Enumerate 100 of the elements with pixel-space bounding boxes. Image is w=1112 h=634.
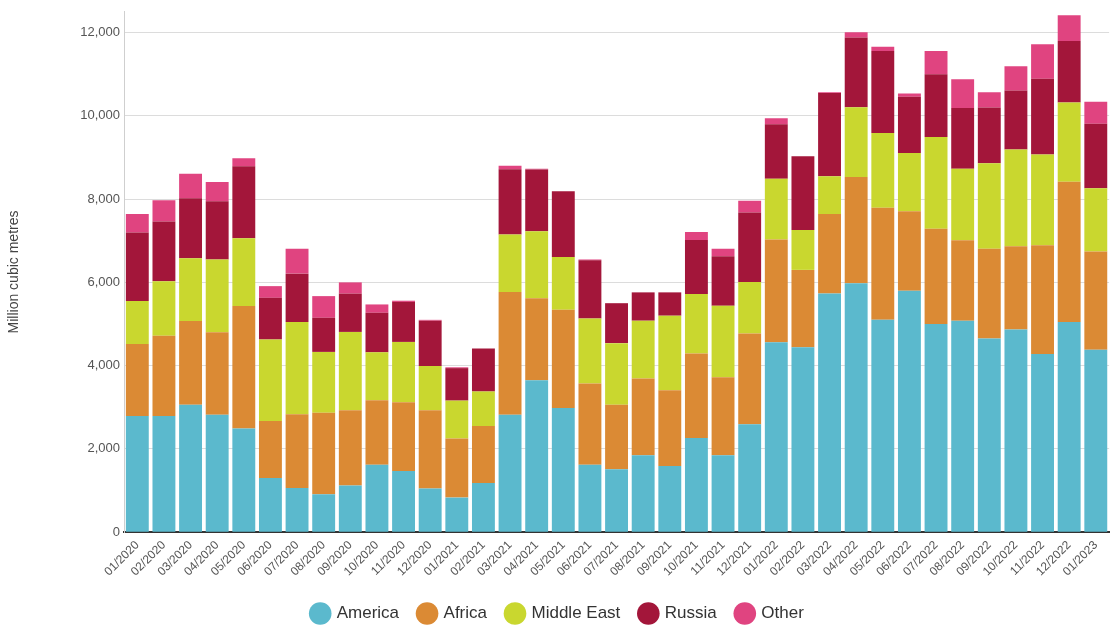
bar (924, 228, 948, 325)
bar (152, 200, 176, 222)
legend-label: America (336, 603, 400, 623)
bar (418, 366, 442, 411)
y-tick-label: 6,000 (87, 273, 120, 289)
bar (205, 201, 229, 260)
bar (951, 107, 975, 169)
bar (1004, 66, 1028, 91)
bar (392, 341, 416, 403)
bar (312, 412, 336, 495)
bar (258, 286, 282, 298)
bar (578, 318, 602, 384)
bar (498, 169, 522, 235)
bar (312, 317, 336, 352)
bar (764, 342, 788, 532)
bar (285, 248, 309, 274)
bar (951, 320, 975, 532)
bar (791, 347, 815, 532)
bar (871, 46, 895, 51)
bar (977, 163, 1001, 249)
bar (871, 319, 895, 532)
bar (658, 315, 682, 391)
y-tick-label: 8,000 (87, 190, 120, 206)
bar (338, 331, 362, 411)
bar (684, 353, 708, 439)
bar (684, 239, 708, 295)
bar (738, 424, 762, 532)
bar (738, 281, 762, 334)
bar (738, 212, 762, 282)
bar (392, 402, 416, 471)
bar (498, 291, 522, 415)
bar (285, 488, 309, 532)
bar (631, 455, 655, 532)
bar (1057, 321, 1081, 532)
bar (445, 497, 469, 532)
bar (897, 290, 921, 532)
bar (897, 93, 921, 97)
bar (365, 464, 389, 532)
bar (232, 306, 256, 429)
bar (205, 414, 229, 532)
bar (897, 96, 921, 153)
bar (205, 332, 229, 415)
bar (684, 232, 708, 240)
bar (498, 414, 522, 532)
bar (711, 455, 735, 532)
bar (711, 248, 735, 257)
bar (605, 404, 628, 470)
bar (605, 343, 628, 405)
bar (232, 166, 256, 239)
bar (365, 352, 389, 401)
bar (525, 231, 549, 299)
y-tick-label: 4,000 (87, 357, 120, 373)
bar (684, 438, 708, 532)
bar (711, 377, 735, 456)
legend-label: Middle East (531, 603, 621, 623)
bar (977, 92, 1001, 108)
bar (578, 260, 602, 319)
bar (844, 177, 868, 284)
bar (179, 198, 203, 259)
bar (285, 321, 309, 415)
bar (951, 168, 975, 241)
bar (471, 483, 495, 532)
bar (977, 338, 1001, 532)
bar (125, 301, 149, 344)
bar (445, 400, 469, 439)
bar (152, 221, 176, 282)
bar (525, 298, 549, 381)
bar (1031, 245, 1054, 354)
bar (924, 324, 948, 532)
bar (445, 368, 469, 401)
bar (205, 182, 229, 202)
bar (871, 207, 895, 320)
bar (818, 92, 841, 177)
bar (738, 333, 762, 425)
bar (418, 320, 442, 367)
bar (1084, 123, 1108, 189)
bar (684, 294, 708, 354)
bar (791, 229, 815, 270)
bar (285, 414, 309, 489)
bar (1084, 101, 1108, 124)
bar (418, 410, 442, 489)
bar (977, 248, 1001, 339)
bar (1031, 353, 1054, 532)
bar (764, 178, 788, 240)
bar (1004, 246, 1028, 330)
bar (445, 438, 469, 498)
bar (525, 380, 549, 532)
bar (1004, 329, 1028, 532)
bar (312, 351, 336, 413)
bar (179, 258, 203, 322)
bar (285, 273, 309, 322)
y-tick-label: 2,000 (87, 440, 120, 456)
bar (392, 301, 416, 342)
bar (605, 469, 628, 532)
bar (551, 309, 575, 409)
bar (897, 211, 921, 291)
bar (631, 378, 655, 456)
bar (924, 74, 948, 138)
bar (471, 391, 495, 426)
bar (152, 335, 176, 416)
